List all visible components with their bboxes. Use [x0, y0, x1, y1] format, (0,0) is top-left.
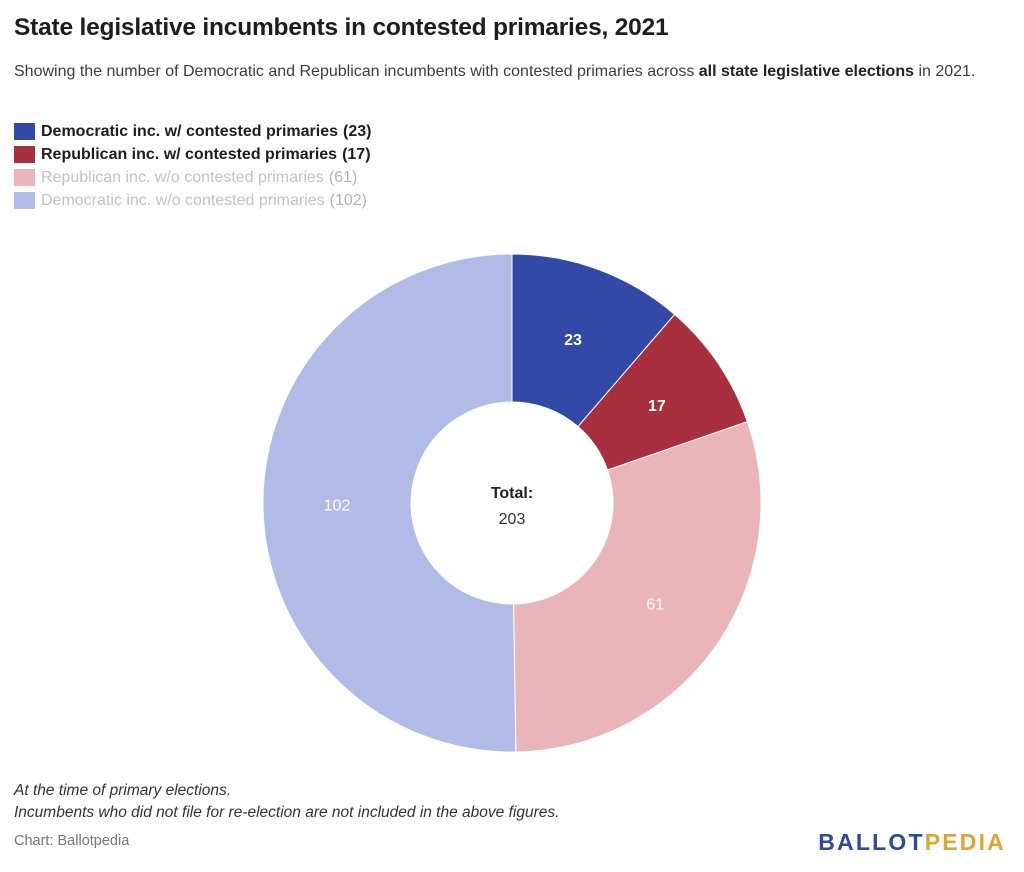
chart-notes: At the time of primary elections. Incumb…	[14, 780, 559, 824]
center-total-value: 203	[499, 511, 526, 528]
slice-value-label: 23	[564, 332, 582, 349]
legend-swatch	[14, 146, 35, 163]
donut-chart: 23 17 61 102 Total: 203	[262, 253, 762, 753]
logo-text-ballot: BALLOT	[818, 829, 925, 855]
legend-item[interactable]: Republican inc. w/ contested primaries (1…	[14, 143, 371, 166]
note-primary-time: At the time of primary elections.	[14, 782, 232, 799]
legend-label: Republican inc. w/ contested primaries	[41, 145, 338, 163]
slice-value-label: 102	[324, 497, 351, 514]
legend-item[interactable]: Republican inc. w/o contested primaries(…	[14, 166, 371, 189]
chart-source: Chart: Ballotpedia	[14, 833, 130, 849]
legend-label: Democratic inc. w/o contested primaries	[41, 191, 325, 209]
legend-swatch	[14, 123, 35, 140]
ballotpedia-logo[interactable]: BALLOTPEDIA	[818, 829, 1006, 856]
slice-value-label: 61	[646, 596, 664, 613]
donut-slice[interactable]	[262, 253, 517, 753]
legend-item[interactable]: Democratic inc. w/ contested primaries (2…	[14, 120, 371, 143]
chart-subtitle: Showing the number of Democratic and Rep…	[14, 60, 1004, 84]
chart-legend: Democratic inc. w/ contested primaries (2…	[14, 120, 371, 212]
subtitle-bold-text: all state legislative elections	[698, 63, 914, 80]
chart-title: State legislative incumbents in conteste…	[14, 14, 669, 41]
legend-count: (102)	[329, 191, 368, 209]
logo-text-pedia: PEDIA	[924, 829, 1006, 855]
subtitle-text-end: in 2021.	[914, 63, 976, 80]
slice-value-label: 17	[648, 398, 666, 415]
note-not-included: Incumbents who did not file for re-elect…	[14, 804, 560, 821]
legend-label: Democratic inc. w/ contested primaries	[41, 122, 338, 140]
legend-label: Republican inc. w/o contested primaries	[41, 168, 324, 186]
center-total-label: Total:	[491, 485, 533, 502]
legend-count: (17)	[342, 145, 371, 163]
subtitle-text: Showing the number of Democratic and Rep…	[14, 63, 699, 80]
donut-slice[interactable]	[513, 421, 762, 753]
donut-slice[interactable]	[511, 253, 676, 428]
legend-count: (23)	[343, 122, 372, 140]
legend-swatch	[14, 192, 35, 209]
legend-item[interactable]: Democratic inc. w/o contested primaries(…	[14, 189, 371, 212]
legend-count: (61)	[328, 168, 358, 186]
legend-swatch	[14, 169, 35, 186]
